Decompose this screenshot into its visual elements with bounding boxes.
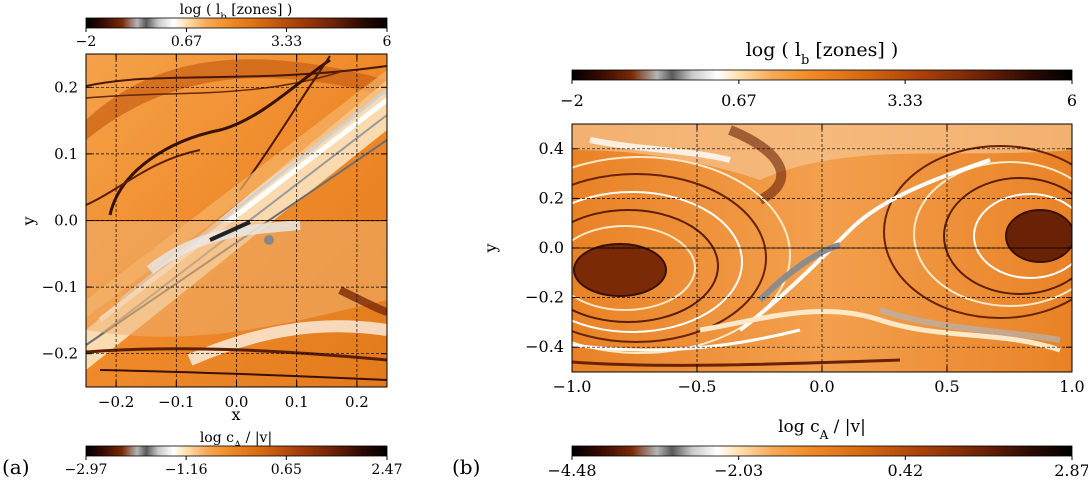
colorbar-b-bottom: log cA / |v| −4.48 −2.03 0.42 2.87: [547, 417, 1088, 480]
y-tick-label: −0.1: [42, 278, 78, 296]
colorbar-b-bottom-ticks: −4.48 −2.03 0.42 2.87: [547, 456, 1088, 480]
colorbar-a-top-ramp: [85, 17, 388, 29]
panel-b: log ( lb [zones] ) −2 0.67 3.33 6: [452, 39, 1088, 480]
colorbar-tick-label: −2.03: [714, 461, 763, 480]
colorbar-tick-label: 2.87: [1054, 461, 1088, 480]
colorbar-a-bottom-ramp: [85, 445, 388, 457]
panel-label-b: (b): [452, 455, 480, 479]
ylabel-b: y: [481, 243, 500, 253]
colorbar-a-bottom-title: log cA / |v|: [200, 430, 272, 451]
colorbar-a-bottom: log cA / |v| −2.97 −1.16 0.65 2.47: [65, 430, 403, 478]
axis-ticks-a: −0.2 −0.1 0.0 0.1 0.2 −0.2 −0.1 0.0 0.1 0.2: [42, 54, 387, 411]
colorbar-tick-label: 6: [383, 34, 392, 50]
y-tick-label: 0.2: [54, 78, 78, 96]
colorbar-a-top: log ( lb [zones] ) −2 0.67 3.33 6: [76, 2, 392, 50]
x-tick-label: 1.0: [1059, 377, 1084, 396]
axis-ticks-b: −1.0 −0.5 0.0 0.5 1.0 −0.4 −0.2 0.0 0.2 0.4: [525, 124, 1085, 396]
colorbar-tick-label: −1.16: [165, 462, 208, 478]
gridlines-a: [86, 54, 387, 387]
x-tick-label: 0.0: [225, 393, 249, 411]
colorbar-tick-label: 0.42: [888, 461, 924, 480]
x-tick-label: −0.1: [158, 393, 194, 411]
colorbar-tick-label: −2: [76, 34, 97, 50]
colorbar-tick-label: 3.33: [887, 91, 923, 110]
x-tick-label: 0.2: [345, 393, 369, 411]
colorbar-tick-label: 0.67: [721, 91, 757, 110]
x-tick-label: 0.5: [934, 377, 959, 396]
colorbar-a-bottom-ticks: −2.97 −1.16 0.65 2.47: [65, 456, 403, 478]
y-tick-label: 0.2: [539, 188, 564, 207]
y-tick-label: 0.4: [539, 139, 564, 158]
colorbar-a-top-title: log ( lb [zones] ): [180, 2, 293, 23]
xlabel-a: x: [231, 405, 240, 424]
colorbar-b-top-ticks: −2 0.67 3.33 6: [560, 80, 1077, 110]
y-tick-label: −0.2: [42, 345, 78, 363]
panel-a: log ( lb [zones] ) −2 0.67 3.33 6: [2, 2, 403, 479]
x-tick-label: −1.0: [553, 377, 592, 396]
colorbar-tick-label: 0.65: [271, 462, 302, 478]
y-tick-label: 0.1: [54, 145, 78, 163]
x-tick-label: −0.2: [98, 393, 134, 411]
colorbar-tick-label: −4.48: [547, 461, 596, 480]
colorbar-tick-label: 6: [1067, 91, 1077, 110]
x-tick-label: 0.0: [809, 377, 834, 396]
gridlines-b: [571, 124, 1073, 372]
colorbar-a-top-ticks: −2 0.67 3.33 6: [76, 28, 392, 50]
y-tick-label: −0.2: [525, 288, 564, 307]
colorbar-b-top: log ( lb [zones] ) −2 0.67 3.33 6: [560, 39, 1077, 110]
x-tick-label: −0.5: [678, 377, 717, 396]
x-tick-label: 0.1: [285, 393, 309, 411]
y-tick-label: 0.0: [54, 212, 78, 230]
colorbar-b-top-title: log ( lb [zones] ): [746, 39, 899, 68]
colorbar-b-bottom-title: log cA / |v|: [778, 417, 866, 442]
y-tick-label: 0.0: [539, 238, 564, 257]
ylabel-a: y: [19, 216, 38, 226]
colorbar-tick-label: −2.97: [65, 462, 108, 478]
colorbar-tick-label: 0.67: [171, 34, 202, 50]
colorbar-tick-label: 2.47: [371, 462, 402, 478]
colorbar-b-top-ramp: [571, 69, 1073, 81]
colorbar-tick-label: −2: [560, 91, 584, 110]
colorbar-tick-label: 3.33: [271, 34, 302, 50]
panel-label-a: (a): [2, 455, 30, 479]
y-tick-label: −0.4: [525, 337, 564, 356]
colorbar-b-bottom-ramp: [571, 445, 1073, 457]
